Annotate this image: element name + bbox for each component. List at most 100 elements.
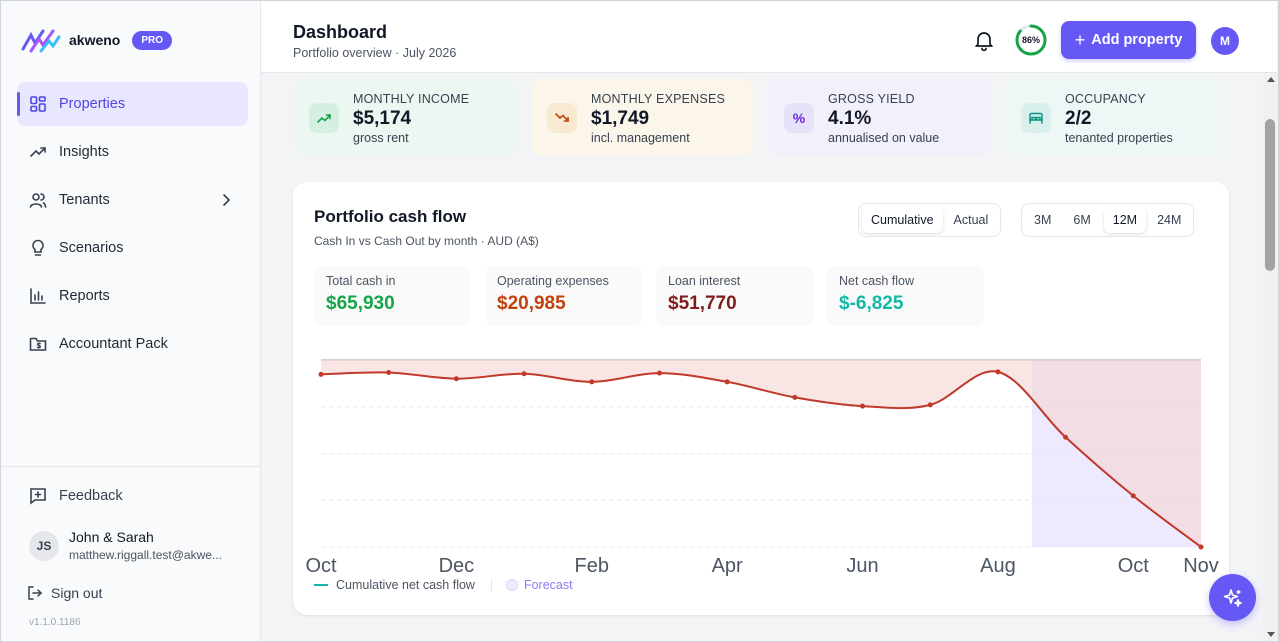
legend-line-swatch <box>314 584 328 586</box>
sign-out-label: Sign out <box>51 585 103 601</box>
x-tick-label: Oct <box>305 555 337 577</box>
range-3m-button[interactable]: 3M <box>1034 213 1052 227</box>
kpi-label: MONTHLY INCOME <box>353 92 470 106</box>
mode-actual-button[interactable]: Actual <box>953 213 989 227</box>
lightbulb-icon <box>29 239 47 257</box>
x-tick-label: Dec <box>439 555 475 577</box>
kpi-gross-yield[interactable]: % GROSS YIELD 4.1% annualised on value <box>768 79 991 156</box>
brand[interactable]: akweno PRO <box>21 27 173 53</box>
stat-label: Total cash in <box>326 274 396 288</box>
kpi-monthly-expenses[interactable]: MONTHLY EXPENSES $1,749 incl. management <box>531 79 754 156</box>
data-point <box>860 403 866 409</box>
add-property-button[interactable]: + Add property <box>1061 21 1196 59</box>
completion-ring[interactable] <box>1014 23 1048 57</box>
sidebar-item-label: Tenants <box>59 192 110 208</box>
brand-logo-icon <box>21 29 61 53</box>
kpi-label: OCCUPANCY <box>1065 92 1146 106</box>
stat-loan-interest: Loan interest $51,770 <box>656 266 813 326</box>
sidebar-item-label: Insights <box>59 144 109 160</box>
x-tick-label: Nov <box>1183 555 1219 577</box>
percent-icon: % <box>784 103 814 133</box>
kpi-occupancy[interactable]: OCCUPANCY 2/2 tenanted properties <box>1005 79 1228 156</box>
stat-value: $-6,825 <box>839 293 904 314</box>
kpi-note: gross rent <box>353 131 409 145</box>
chevron-right-icon[interactable] <box>218 192 234 208</box>
mode-cumulative-button[interactable]: Cumulative <box>862 207 943 233</box>
folder-dollar-icon <box>29 335 47 353</box>
scroll-up-arrow-icon[interactable] <box>1267 77 1275 82</box>
brand-name: akweno <box>69 32 121 48</box>
legend-series-label: Cumulative net cash flow <box>336 578 475 592</box>
sidebar-item-properties[interactable]: Properties <box>17 82 248 126</box>
avatar: JS <box>29 530 59 561</box>
forecast-dot-icon <box>505 579 518 591</box>
sidebar-item-scenarios[interactable]: Scenarios <box>17 226 248 270</box>
data-point <box>453 376 459 382</box>
data-point <box>656 370 662 376</box>
feedback-label: Feedback <box>59 488 123 504</box>
kpi-value: 2/2 <box>1065 108 1092 129</box>
sidebar-item-insights[interactable]: Insights <box>17 130 248 174</box>
kpi-value: $1,749 <box>591 108 650 129</box>
add-property-label: Add property <box>1091 32 1183 48</box>
data-point <box>724 379 730 385</box>
data-point <box>995 369 1001 375</box>
x-tick-label: Apr <box>712 555 743 577</box>
sidebar-item-label: Reports <box>59 288 110 304</box>
chart-title: Portfolio cash flow <box>314 207 467 226</box>
range-6m-button[interactable]: 6M <box>1073 213 1091 227</box>
sidebar-footer: Feedback JS John & Sarah matthew.riggall… <box>1 466 260 641</box>
bar-chart-icon <box>29 287 47 305</box>
legend-divider <box>490 578 492 592</box>
x-tick-label: Oct <box>1118 555 1150 577</box>
feedback-icon <box>30 488 46 505</box>
data-point <box>1130 493 1136 499</box>
sidebar-item-accountant-pack[interactable]: Accountant Pack <box>17 322 248 366</box>
pro-badge: PRO <box>132 30 173 50</box>
stat-label: Operating expenses <box>497 274 609 288</box>
account-avatar[interactable]: M <box>1211 27 1239 55</box>
data-point <box>318 371 324 377</box>
series-area <box>321 360 1201 547</box>
bed-icon <box>1021 103 1051 133</box>
kpi-label: MONTHLY EXPENSES <box>591 92 726 106</box>
legend-forecast-label: Forecast <box>523 578 573 592</box>
stat-value: $20,985 <box>497 293 566 314</box>
ai-assistant-button[interactable] <box>1209 574 1256 621</box>
sidebar-item-label: Scenarios <box>59 240 124 256</box>
stat-net-cash-flow: Net cash flow $-6,825 <box>827 266 984 326</box>
range-toggle: 3M 6M 12M 24M <box>1021 203 1195 237</box>
sign-out-icon <box>28 586 43 600</box>
completion-percent: 86% <box>1021 35 1040 45</box>
x-tick-label: Aug <box>980 555 1016 577</box>
stat-total-cash-in: Total cash in $65,930 <box>314 266 471 326</box>
page-title: Dashboard <box>293 22 388 42</box>
range-12m-button[interactable]: 12M <box>1103 207 1147 233</box>
sidebar-item-reports[interactable]: Reports <box>17 274 248 318</box>
scroll-down-arrow-icon[interactable] <box>1267 632 1275 637</box>
chart-legend: Cumulative net cash flow Forecast <box>314 578 573 592</box>
stat-label: Loan interest <box>668 274 741 288</box>
x-tick-label: Jun <box>846 555 878 577</box>
scrollbar-thumb[interactable] <box>1265 119 1275 271</box>
app-version: v1.1.0.1186 <box>29 617 81 628</box>
sparkles-icon <box>1223 588 1242 607</box>
sidebar-item-tenants[interactable]: Tenants <box>17 178 248 222</box>
grid-icon <box>29 95 47 113</box>
user-profile[interactable]: JS John & Sarah matthew.riggall.test@akw… <box>29 529 222 562</box>
cashflow-card: Portfolio cash flow Cash In vs Cash Out … <box>293 182 1229 615</box>
user-email: matthew.riggall.test@akwe... <box>69 548 222 562</box>
trend-up-icon <box>309 103 339 133</box>
kpi-note: tenanted properties <box>1065 131 1173 145</box>
x-tick-label: Feb <box>575 555 609 577</box>
cashflow-chart: Oct Dec Feb Apr Jun Aug Oct Nov <box>305 359 1219 577</box>
bell-icon[interactable] <box>973 29 995 51</box>
range-24m-button[interactable]: 24M <box>1157 213 1182 227</box>
top-header: Dashboard Portfolio overview · July 2026… <box>261 1 1277 73</box>
sidebar-item-label: Properties <box>59 96 126 112</box>
sign-out-button[interactable]: Sign out <box>27 585 102 601</box>
stat-value: $65,930 <box>326 293 395 314</box>
feedback-button[interactable]: Feedback <box>29 487 123 505</box>
kpi-monthly-income[interactable]: MONTHLY INCOME $5,174 gross rent <box>293 79 516 156</box>
